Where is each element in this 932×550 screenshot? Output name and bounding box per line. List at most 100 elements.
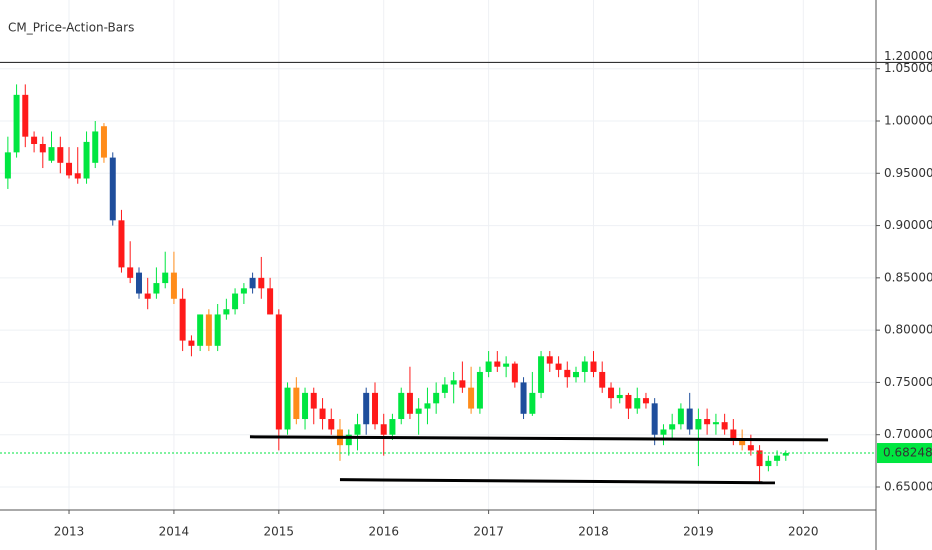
candle-body xyxy=(651,403,658,435)
candle-body xyxy=(162,272,169,284)
candle-body xyxy=(240,288,247,294)
candle-body xyxy=(441,384,448,393)
candle-body xyxy=(468,387,475,409)
candle-body xyxy=(363,392,370,425)
candle-body xyxy=(319,408,326,420)
y-tick-label: 0.65000 xyxy=(884,479,932,493)
trend-line xyxy=(339,478,775,485)
candle-body xyxy=(590,361,597,372)
candle-body xyxy=(572,371,579,378)
x-tick-label: 2014 xyxy=(159,525,190,539)
candle-body xyxy=(293,387,300,420)
candle-body xyxy=(686,408,693,430)
candle-body xyxy=(48,147,55,161)
candle-body xyxy=(4,152,11,179)
candle-body xyxy=(354,424,361,435)
candle-body xyxy=(302,392,309,420)
candle-body xyxy=(92,131,99,163)
candle-body xyxy=(127,267,134,278)
y-tick-label: 0.80000 xyxy=(884,323,932,337)
candle-body xyxy=(459,380,466,388)
candle-body xyxy=(599,371,606,388)
candle-body xyxy=(284,387,291,430)
candle-body xyxy=(249,277,256,289)
candle-body xyxy=(74,173,81,179)
candle-body xyxy=(188,340,195,346)
candle-body xyxy=(660,429,667,435)
candle-body xyxy=(144,293,151,299)
y-tick-label: 0.70000 xyxy=(884,427,932,441)
candle-body xyxy=(214,314,221,346)
candle-body xyxy=(616,394,623,399)
candle-body xyxy=(118,220,125,268)
candle-body xyxy=(372,392,379,425)
candle-body xyxy=(66,162,73,176)
candle-body xyxy=(31,136,38,144)
y-tick-label: 0.75000 xyxy=(884,375,932,389)
candle-body xyxy=(765,460,772,467)
top-label: 1.20000 xyxy=(884,49,932,63)
candle-body xyxy=(520,382,527,414)
candle-body xyxy=(712,422,719,425)
candle-body xyxy=(721,422,728,430)
candle-body xyxy=(476,371,483,409)
x-tick-label: 2013 xyxy=(54,525,85,539)
y-tick-label: 1.05000 xyxy=(884,61,932,75)
candle-body xyxy=(415,408,422,414)
candle-body xyxy=(109,157,116,221)
chart-title: CM_Price-Action-Bars xyxy=(8,21,134,35)
candle-body xyxy=(564,369,571,378)
candle-body xyxy=(695,419,702,430)
candle-body xyxy=(135,272,142,294)
candle-body xyxy=(39,143,46,153)
candle-body xyxy=(625,394,632,409)
candle-body xyxy=(730,429,737,440)
candle-body xyxy=(529,392,536,414)
candle-body xyxy=(634,398,641,409)
candle-body xyxy=(345,434,352,446)
candle-body xyxy=(389,419,396,435)
candle-body xyxy=(13,94,20,153)
candle-body xyxy=(608,387,615,399)
candle-body xyxy=(450,380,457,385)
candle-body xyxy=(756,450,763,467)
candle-body xyxy=(406,392,413,414)
y-tick-label: 0.85000 xyxy=(884,270,932,284)
candle-body xyxy=(485,361,492,372)
candle-body xyxy=(258,277,265,289)
candle-body xyxy=(669,424,676,430)
candle-body xyxy=(22,94,29,137)
candle-body xyxy=(205,314,212,346)
candle-body xyxy=(494,361,501,367)
candle-body xyxy=(424,403,431,409)
candle-body xyxy=(328,419,335,430)
trend-line xyxy=(249,435,829,442)
y-tick-label: 1.00000 xyxy=(884,113,932,127)
candle-body xyxy=(223,309,230,315)
candle-body xyxy=(380,424,387,435)
candle-body xyxy=(739,439,746,446)
candle-body xyxy=(546,356,553,364)
x-tick-label: 2015 xyxy=(264,525,295,539)
candle-body xyxy=(170,272,177,299)
candle-body xyxy=(782,453,789,456)
x-tick-label: 2019 xyxy=(683,525,714,539)
candle-body xyxy=(232,293,239,310)
candle-body xyxy=(704,419,711,425)
candle-body xyxy=(398,392,405,420)
last-price-label: 0.68248 xyxy=(883,446,932,460)
candle-body xyxy=(555,363,562,370)
candle-body xyxy=(179,298,186,341)
candle-body xyxy=(433,392,440,404)
candle-body xyxy=(275,314,282,430)
candle-body xyxy=(197,314,204,346)
candle-body xyxy=(677,408,684,425)
candle-body xyxy=(83,141,90,179)
candle-body xyxy=(642,398,649,404)
candle-body xyxy=(747,445,754,451)
plot xyxy=(0,61,932,485)
y-tick-label: 0.95000 xyxy=(884,166,932,180)
axes: 0.65000 0.70000 0.75000 0.80000 0.85000 0.900… xyxy=(54,49,932,539)
candle-body xyxy=(774,455,781,461)
